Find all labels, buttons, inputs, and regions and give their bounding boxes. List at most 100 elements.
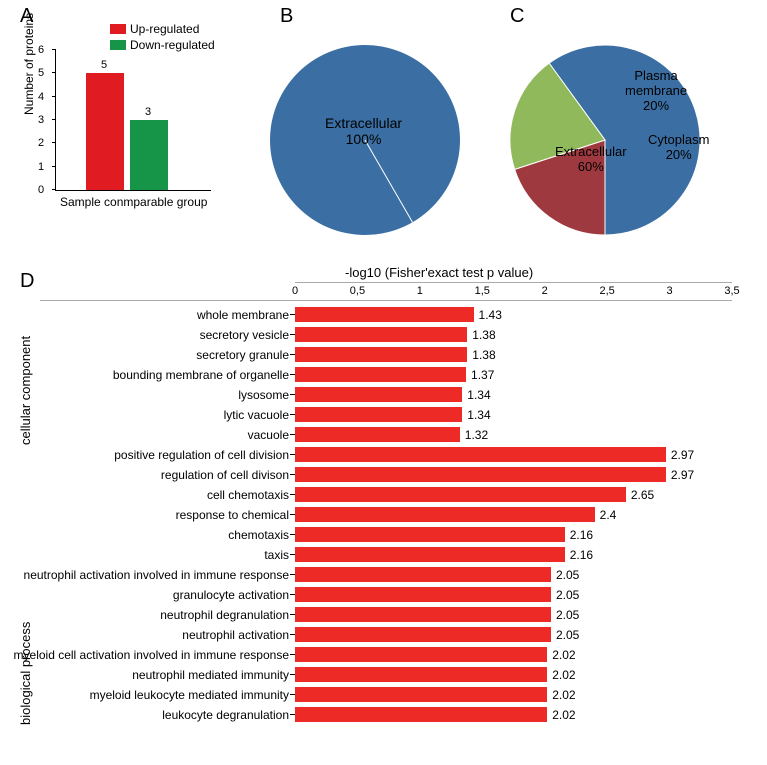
panel-d-bar: [295, 647, 547, 662]
panel-d-bar-label: whole membrane: [197, 305, 295, 325]
panel-d-bar-label: leukocyte degranulation: [162, 705, 295, 725]
panel-d-bar-value: 2.02: [547, 645, 575, 665]
panel-d-bar-value: 1.37: [466, 365, 494, 385]
panel-d-bar-label: positive regulation of cell division: [114, 445, 295, 465]
panel-d-xtick: 3,5: [724, 285, 739, 297]
panel-d-bar: [295, 467, 666, 482]
panel-d-xtick: 0: [292, 285, 298, 297]
panel-d-bar-label: myeloid leukocyte mediated immunity: [90, 685, 295, 705]
panel-d-bar-value: 1.43: [474, 305, 502, 325]
panel-d-row: secretory granule1.38: [295, 345, 732, 365]
panel-d-xtick: 2,5: [599, 285, 614, 297]
panel-d-row: neutrophil degranulation2.05: [295, 605, 732, 625]
panel-d-bar-label: granulocyte activation: [173, 585, 295, 605]
panel-d-bar: [295, 487, 626, 502]
panel-d-bar-label: neutrophil activation involved in immune…: [24, 565, 295, 585]
panel-d-xtick: 0,5: [350, 285, 365, 297]
panel-d-bar-value: 2.05: [551, 585, 579, 605]
panel-d-xlabel: -log10 (Fisher'exact test p value): [345, 265, 533, 280]
panel-d-bar-value: 2.02: [547, 665, 575, 685]
panel-d-xtick: 1: [417, 285, 423, 297]
panel-d-bar-label: chemotaxis: [228, 525, 295, 545]
panel-d-bar-value: 2.05: [551, 625, 579, 645]
panel-d-xtick: 2: [542, 285, 548, 297]
panel-d-row: neutrophil mediated immunity2.02: [295, 665, 732, 685]
legend-swatch: [110, 24, 126, 34]
panel-d-bar: [295, 607, 551, 622]
panel-d-bar-value: 2.4: [595, 505, 617, 525]
panel-d-bar-value: 2.02: [547, 685, 575, 705]
legend-swatch: [110, 40, 126, 50]
panel-d-bar-label: lysosome: [238, 385, 295, 405]
panel-d-row: neutrophil activation2.05: [295, 625, 732, 645]
panel-d-bar: [295, 407, 462, 422]
pie-slice-label: Extracellular60%: [555, 145, 627, 175]
panel-d-row: bounding membrane of organelle1.37: [295, 365, 732, 385]
panel-d-bar-label: bounding membrane of organelle: [113, 365, 295, 385]
panel-d-hbar-chart: -log10 (Fisher'exact test p value) 0 0,5 1…: [20, 260, 747, 755]
panel-d-bar-label: vacuole: [248, 425, 295, 445]
panel-d-row: vacuole1.32: [295, 425, 732, 445]
panel-d-bar-value: 1.34: [462, 405, 490, 425]
panel-d-bars: whole membrane1.43secretory vesicle1.38s…: [295, 305, 732, 725]
panel-a-xlabel: Sample conmparable group: [60, 195, 207, 209]
panel-a-bar-value: 5: [101, 59, 107, 71]
panel-d-group-label: biological process: [18, 622, 33, 725]
panel-d-bar-label: neutrophil mediated immunity: [132, 665, 295, 685]
panel-d-row: regulation of cell divison2.97: [295, 465, 732, 485]
panel-d-bar-value: 1.38: [467, 325, 495, 345]
panel-a-bar-chart: Up-regulatedDown-regulated Number of pro…: [20, 10, 220, 230]
panel-d-row: myeloid cell activation involved in immu…: [295, 645, 732, 665]
panel-d-row: cell chemotaxis2.65: [295, 485, 732, 505]
panel-d-bar: [295, 627, 551, 642]
panel-d-row: lytic vacuole1.34: [295, 405, 732, 425]
panel-d-bar-value: 1.34: [462, 385, 490, 405]
panel-d-row: chemotaxis2.16: [295, 525, 732, 545]
panel-a-bar: [86, 73, 124, 190]
panel-d-bar: [295, 547, 565, 562]
panel-d-bar: [295, 347, 467, 362]
panel-d-row: response to chemical2.4: [295, 505, 732, 525]
panel-d-bar: [295, 667, 547, 682]
panel-c-pie: Extracellular60%Plasmamembrane20%Cytopla…: [500, 10, 750, 240]
panel-b-pie: Extracellular100%: [260, 10, 490, 240]
panel-c-pie-svg: Extracellular60%Plasmamembrane20%Cytopla…: [510, 45, 700, 240]
panel-d-row: myeloid leukocyte mediated immunity2.02: [295, 685, 732, 705]
panel-d-bar: [295, 527, 565, 542]
panel-a-bar: [130, 120, 168, 190]
panel-d-row: secretory vesicle1.38: [295, 325, 732, 345]
panel-a-ylabel: Number of proteins: [22, 13, 36, 115]
panel-d-bar-label: neutrophil degranulation: [160, 605, 295, 625]
panel-d-bar-value: 2.05: [551, 565, 579, 585]
panel-d-bar: [295, 507, 595, 522]
legend-label: Up-regulated: [130, 22, 199, 36]
panel-d-bar: [295, 687, 547, 702]
panel-d-row: neutrophil activation involved in immune…: [295, 565, 732, 585]
panel-d-row: taxis2.16: [295, 545, 732, 565]
pie-slice-label: Plasmamembrane20%: [625, 69, 687, 114]
panel-b-pie-svg: Extracellular100%: [270, 45, 460, 240]
panel-d-bar-value: 2.97: [666, 465, 694, 485]
panel-d-bar-value: 1.38: [467, 345, 495, 365]
panel-d-bar: [295, 447, 666, 462]
panel-d-bar-label: taxis: [264, 545, 295, 565]
panel-d-bar-value: 2.05: [551, 605, 579, 625]
panel-a-plot-area: 012345653: [55, 50, 211, 191]
panel-d-row: positive regulation of cell division2.97: [295, 445, 732, 465]
panel-d-bar: [295, 587, 551, 602]
panel-d-bar-value: 2.02: [547, 705, 575, 725]
figure-root: A B C D Up-regulatedDown-regulated Numbe…: [0, 0, 767, 765]
panel-d-bar-label: lytic vacuole: [224, 405, 295, 425]
panel-d-xtick: 3: [667, 285, 673, 297]
panel-d-bar-value: 1.32: [460, 425, 488, 445]
panel-d-bar-label: myeloid cell activation involved in immu…: [14, 645, 295, 665]
panel-d-bar-value: 2.65: [626, 485, 654, 505]
panel-d-row: lysosome1.34: [295, 385, 732, 405]
panel-d-xtick: 1,5: [475, 285, 490, 297]
panel-d-bar-label: response to chemical: [176, 505, 295, 525]
panel-d-bar: [295, 707, 547, 722]
panel-d-bar-label: secretory granule: [196, 345, 295, 365]
panel-d-row: leukocyte degranulation2.02: [295, 705, 732, 725]
panel-d-group-label: cellular component: [18, 336, 33, 445]
panel-d-bar-value: 2.16: [565, 525, 593, 545]
